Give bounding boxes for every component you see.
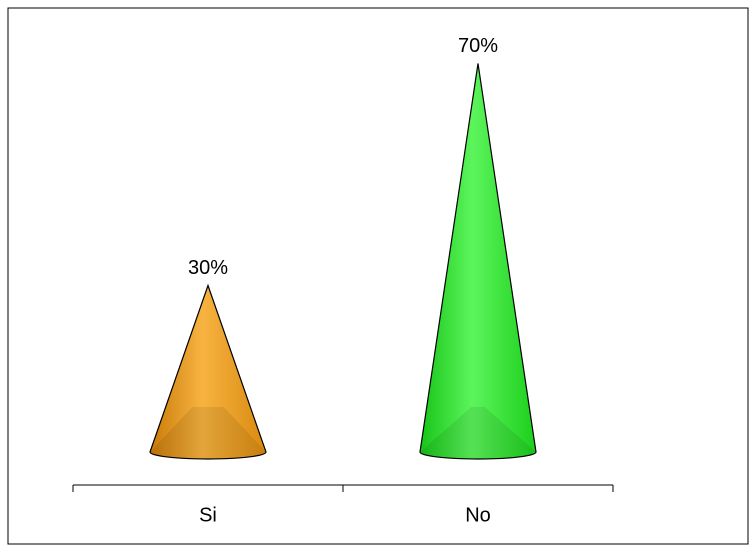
cone-shade: [150, 407, 266, 459]
x-tick-label: Si: [199, 504, 217, 526]
data-label: 70%: [458, 35, 498, 57]
chart-frame: [7, 7, 749, 545]
cone: [419, 63, 537, 460]
data-label: 30%: [188, 257, 228, 279]
cone-shade: [420, 407, 536, 459]
x-tick-label: No: [465, 504, 491, 526]
cone: [149, 283, 267, 460]
